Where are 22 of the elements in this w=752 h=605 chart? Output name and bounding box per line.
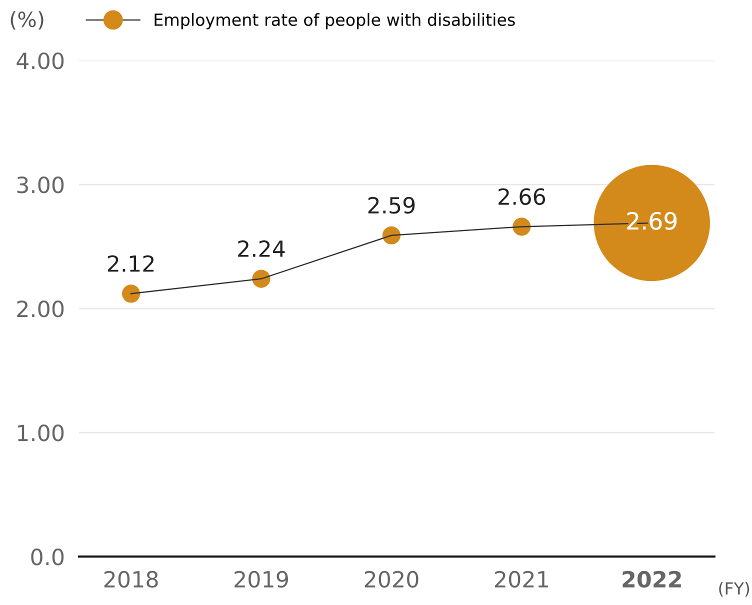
- y-tick-label: 1.00: [18, 424, 64, 442]
- y-tick-label: 4.00: [16, 52, 64, 70]
- y-tick-label: 0.0: [31, 548, 64, 566]
- data-label: 2.69: [627, 212, 677, 230]
- y-axis-title: (%): [10, 11, 44, 30]
- x-tick-label: 2018: [104, 570, 158, 588]
- x-axis-title: (FY): [719, 582, 750, 597]
- point: [512, 218, 531, 236]
- x-tick-label: 2021: [495, 570, 548, 588]
- x-tick-label: 2020: [364, 570, 418, 588]
- data-label: 2.66: [498, 188, 546, 206]
- data-label: 2.59: [368, 196, 415, 214]
- y-tick-label: 2.00: [17, 300, 64, 318]
- x-tick-label: 2019: [234, 570, 288, 588]
- point: [122, 284, 140, 303]
- x-tick-label: 2022: [622, 570, 681, 588]
- legend-label: Employment rate of people with disabilities: [154, 13, 515, 30]
- y-tick-label: 3.00: [17, 176, 64, 194]
- point: [382, 226, 401, 244]
- data-label: 2.24: [238, 240, 285, 257]
- point: [252, 270, 270, 288]
- data-label: 2.12: [108, 255, 154, 272]
